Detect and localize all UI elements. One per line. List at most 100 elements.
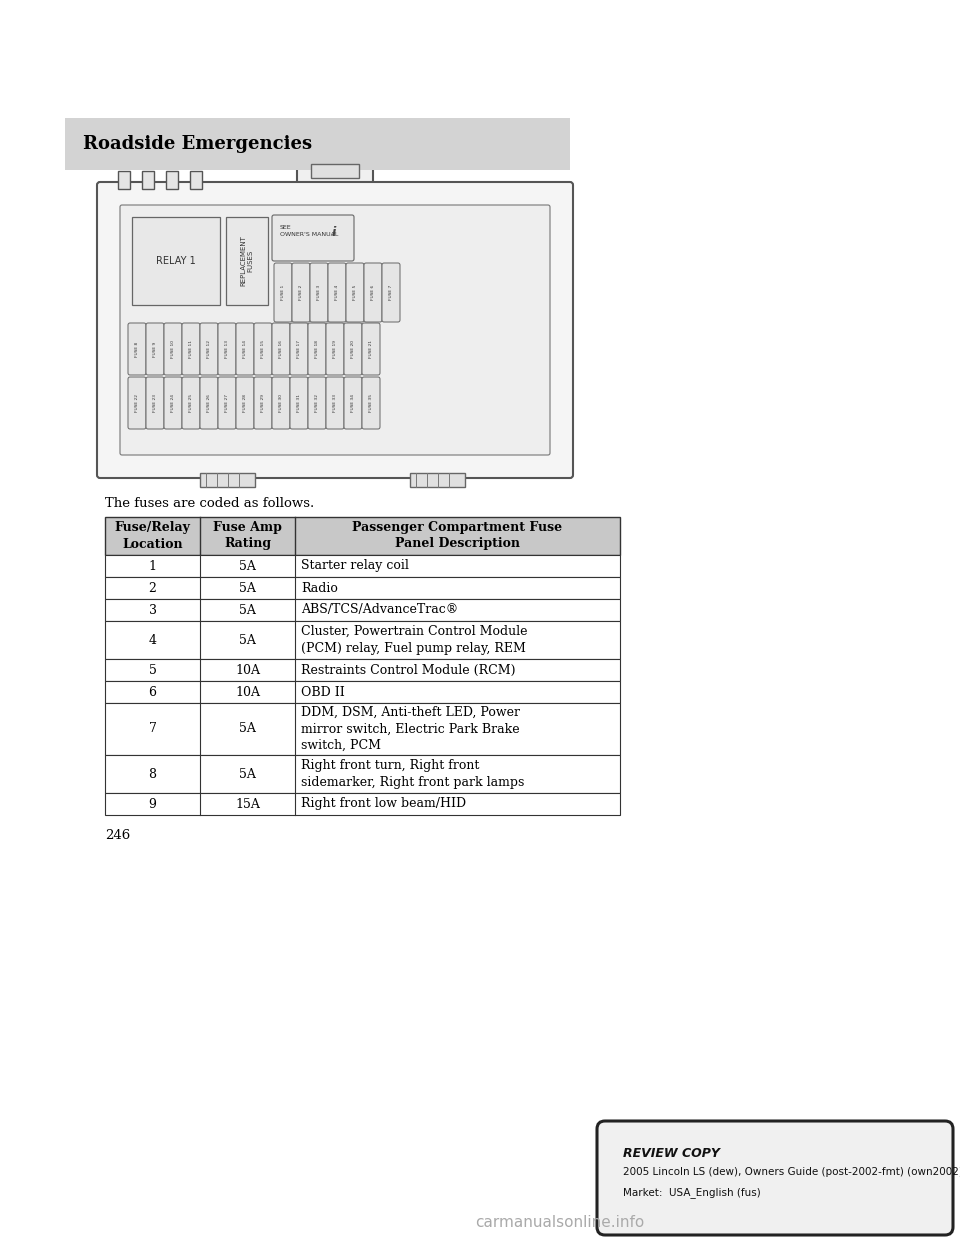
Text: Fuse/Relay
Location: Fuse/Relay Location <box>114 522 190 550</box>
Text: FUSE 35: FUSE 35 <box>369 394 373 412</box>
FancyBboxPatch shape <box>182 378 200 428</box>
Text: 5: 5 <box>149 663 156 677</box>
Text: 2: 2 <box>149 581 156 595</box>
Bar <box>105 517 620 555</box>
Bar <box>190 171 202 189</box>
Bar <box>105 621 620 660</box>
FancyBboxPatch shape <box>362 378 380 428</box>
Bar <box>105 555 620 578</box>
FancyBboxPatch shape <box>308 323 326 375</box>
Text: FUSE 24: FUSE 24 <box>171 394 175 412</box>
Text: FUSE 12: FUSE 12 <box>207 340 211 358</box>
Text: Right front low beam/HID: Right front low beam/HID <box>301 797 467 811</box>
Text: FUSE 34: FUSE 34 <box>351 394 355 412</box>
Text: FUSE 28: FUSE 28 <box>243 394 247 412</box>
Bar <box>65 118 570 170</box>
FancyBboxPatch shape <box>128 323 146 375</box>
Text: 2005 Lincoln LS (dew), Owners Guide (post-2002-fmt) (own2002),: 2005 Lincoln LS (dew), Owners Guide (pos… <box>623 1167 960 1177</box>
Text: FUSE 23: FUSE 23 <box>153 394 157 412</box>
Text: 246: 246 <box>105 828 131 842</box>
Text: Starter relay coil: Starter relay coil <box>301 559 409 573</box>
Text: FUSE 22: FUSE 22 <box>135 394 139 412</box>
Text: FUSE 15: FUSE 15 <box>261 340 265 358</box>
Text: Market:  USA_English (fus): Market: USA_English (fus) <box>623 1187 760 1197</box>
Bar <box>311 164 359 178</box>
Text: FUSE 5: FUSE 5 <box>353 284 357 301</box>
Text: FUSE 14: FUSE 14 <box>243 340 247 358</box>
FancyBboxPatch shape <box>146 378 164 428</box>
FancyBboxPatch shape <box>164 323 182 375</box>
Text: 3: 3 <box>149 604 156 616</box>
Text: RELAY 1: RELAY 1 <box>156 256 196 266</box>
Text: FUSE 8: FUSE 8 <box>135 342 139 356</box>
FancyBboxPatch shape <box>272 323 290 375</box>
Text: FUSE 7: FUSE 7 <box>389 284 393 301</box>
FancyBboxPatch shape <box>236 378 254 428</box>
Text: Roadside Emergencies: Roadside Emergencies <box>83 135 312 153</box>
FancyBboxPatch shape <box>344 378 362 428</box>
FancyBboxPatch shape <box>597 1122 953 1235</box>
FancyBboxPatch shape <box>120 205 550 455</box>
Text: Right front turn, Right front
sidemarker, Right front park lamps: Right front turn, Right front sidemarker… <box>301 759 524 789</box>
Text: FUSE 29: FUSE 29 <box>261 394 265 412</box>
Text: FUSE 17: FUSE 17 <box>297 340 301 358</box>
FancyBboxPatch shape <box>346 263 364 322</box>
Text: The fuses are coded as follows.: The fuses are coded as follows. <box>105 497 314 510</box>
FancyBboxPatch shape <box>236 323 254 375</box>
Bar <box>105 703 620 755</box>
FancyBboxPatch shape <box>297 122 373 193</box>
Bar <box>105 792 620 815</box>
Text: FUSE 4: FUSE 4 <box>335 284 339 301</box>
Text: 5A: 5A <box>239 633 256 647</box>
Bar <box>166 171 178 189</box>
Text: Fuse Amp
Rating: Fuse Amp Rating <box>213 522 282 550</box>
Text: 5A: 5A <box>239 723 256 735</box>
Text: 10A: 10A <box>235 686 260 698</box>
FancyBboxPatch shape <box>290 378 308 428</box>
Bar <box>105 660 620 681</box>
Bar <box>142 171 154 189</box>
Text: FUSE 9: FUSE 9 <box>153 342 157 356</box>
FancyBboxPatch shape <box>272 378 290 428</box>
Text: Radio: Radio <box>301 581 338 595</box>
FancyBboxPatch shape <box>218 323 236 375</box>
Bar <box>226 217 268 306</box>
FancyBboxPatch shape <box>200 378 218 428</box>
FancyBboxPatch shape <box>272 215 354 261</box>
Bar <box>105 599 620 621</box>
FancyBboxPatch shape <box>362 323 380 375</box>
Text: 5A: 5A <box>239 604 256 616</box>
FancyBboxPatch shape <box>146 323 164 375</box>
Text: REVIEW COPY: REVIEW COPY <box>623 1148 720 1160</box>
Text: carmanualsonline.info: carmanualsonline.info <box>475 1215 644 1230</box>
Text: 4: 4 <box>149 633 156 647</box>
Text: 5A: 5A <box>239 559 256 573</box>
Text: FUSE 20: FUSE 20 <box>351 340 355 358</box>
FancyBboxPatch shape <box>382 263 400 322</box>
Text: Passenger Compartment Fuse
Panel Description: Passenger Compartment Fuse Panel Descrip… <box>352 522 563 550</box>
FancyBboxPatch shape <box>328 263 346 322</box>
Text: FUSE 21: FUSE 21 <box>369 340 373 358</box>
Text: Restraints Control Module (RCM): Restraints Control Module (RCM) <box>301 663 516 677</box>
FancyBboxPatch shape <box>292 263 310 322</box>
FancyBboxPatch shape <box>254 378 272 428</box>
Text: 1: 1 <box>149 559 156 573</box>
Text: FUSE 31: FUSE 31 <box>297 394 301 412</box>
Bar <box>410 473 465 487</box>
FancyBboxPatch shape <box>128 378 146 428</box>
FancyBboxPatch shape <box>274 263 292 322</box>
FancyBboxPatch shape <box>326 323 344 375</box>
Text: OBD II: OBD II <box>301 686 345 698</box>
Text: FUSE 18: FUSE 18 <box>315 340 319 358</box>
FancyBboxPatch shape <box>218 378 236 428</box>
FancyBboxPatch shape <box>164 378 182 428</box>
Text: FUSE 32: FUSE 32 <box>315 394 319 412</box>
Text: 9: 9 <box>149 797 156 811</box>
Text: FUSE 30: FUSE 30 <box>279 394 283 412</box>
Text: FUSE 16: FUSE 16 <box>279 340 283 358</box>
FancyBboxPatch shape <box>344 323 362 375</box>
Text: SEE
OWNER'S MANUAL: SEE OWNER'S MANUAL <box>280 225 338 236</box>
Bar <box>105 578 620 599</box>
Text: FUSE 26: FUSE 26 <box>207 394 211 412</box>
FancyBboxPatch shape <box>364 263 382 322</box>
